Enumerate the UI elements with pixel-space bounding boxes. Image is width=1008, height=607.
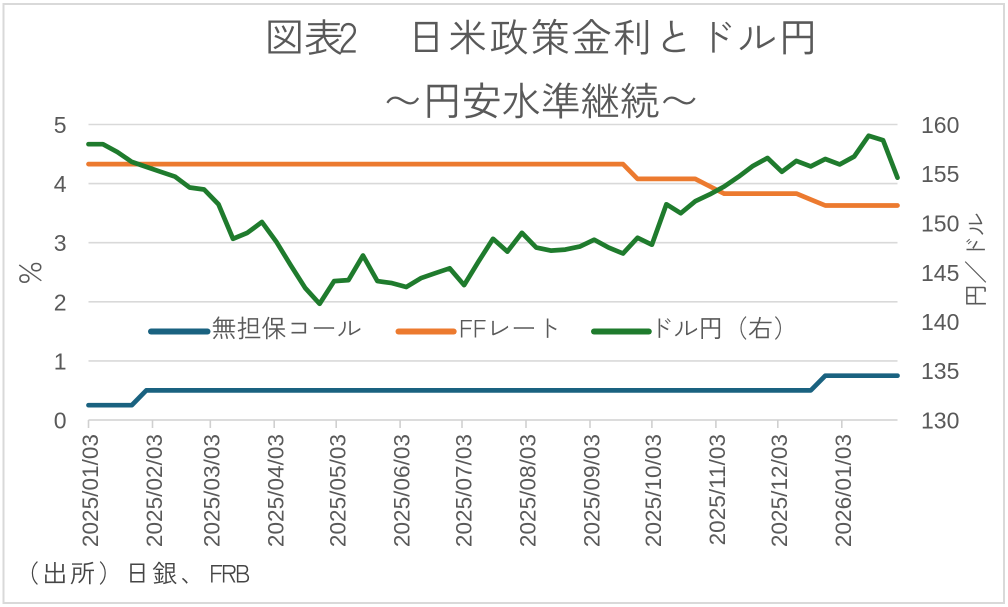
- svg-text:2025/08/03: 2025/08/03: [515, 434, 540, 547]
- svg-text:155: 155: [921, 161, 959, 187]
- svg-text:2: 2: [54, 289, 67, 315]
- svg-text:2025/02/03: 2025/02/03: [142, 434, 167, 547]
- svg-text:4: 4: [54, 171, 67, 197]
- svg-text:2025/10/03: 2025/10/03: [641, 434, 666, 547]
- svg-text:150: 150: [921, 211, 959, 237]
- svg-text:140: 140: [921, 309, 959, 335]
- svg-text:1: 1: [54, 348, 67, 374]
- svg-text:2025/09/03: 2025/09/03: [579, 434, 604, 547]
- svg-text:135: 135: [921, 358, 959, 384]
- svg-text:2025/11/03: 2025/11/03: [705, 434, 730, 545]
- svg-text:3: 3: [54, 230, 67, 256]
- svg-text:0: 0: [54, 408, 67, 434]
- svg-text:2026/01/03: 2026/01/03: [831, 434, 856, 547]
- svg-text:2025/04/03: 2025/04/03: [264, 434, 289, 547]
- svg-text:2025/06/03: 2025/06/03: [389, 434, 414, 547]
- svg-text:2025/12/03: 2025/12/03: [767, 434, 792, 547]
- svg-text:145: 145: [921, 260, 959, 286]
- svg-text:5: 5: [54, 112, 67, 138]
- svg-text:2025/03/03: 2025/03/03: [200, 434, 225, 547]
- svg-text:2025/01/03: 2025/01/03: [78, 434, 103, 547]
- svg-text:130: 130: [921, 408, 959, 434]
- svg-text:2025/05/03: 2025/05/03: [326, 434, 351, 547]
- svg-text:2025/07/03: 2025/07/03: [451, 434, 476, 547]
- svg-text:160: 160: [921, 112, 959, 138]
